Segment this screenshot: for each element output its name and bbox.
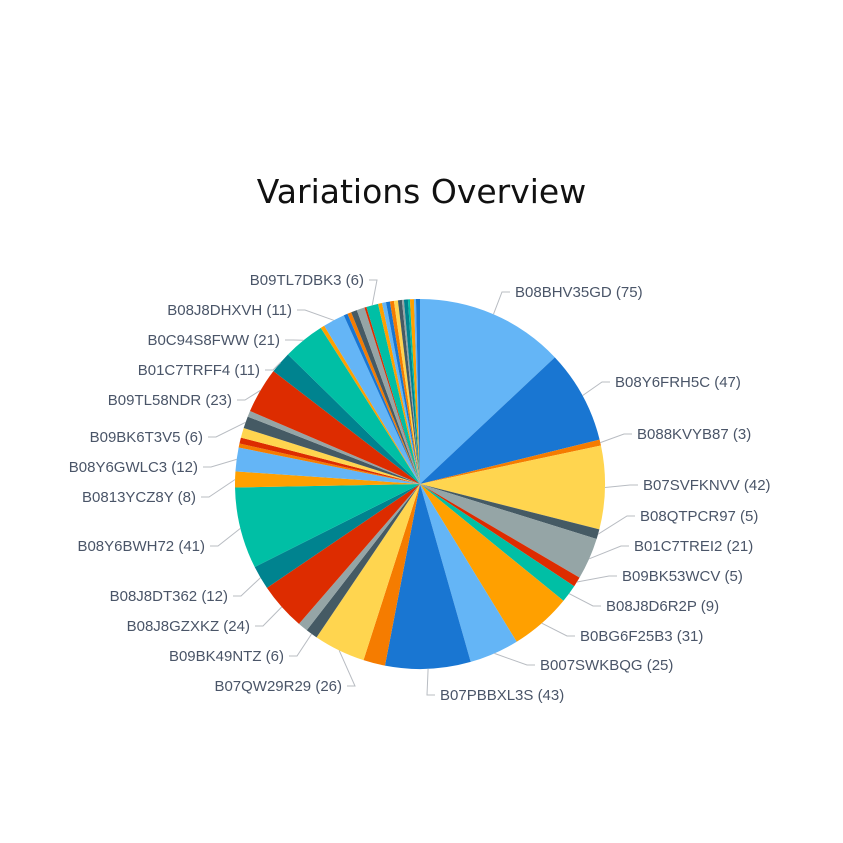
leader-line bbox=[201, 479, 236, 498]
leader-line bbox=[604, 484, 638, 488]
pie-slice[interactable] bbox=[420, 484, 600, 540]
pie-slice[interactable] bbox=[351, 310, 420, 484]
slice-label: B0C94S8FWW (21) bbox=[147, 332, 280, 349]
pie-slice[interactable] bbox=[415, 298, 420, 484]
slice-label: B09TL7DBK3 (6) bbox=[250, 272, 364, 289]
pie-slice[interactable] bbox=[403, 299, 420, 484]
leader-line bbox=[493, 291, 510, 315]
slice-label: B0813YCZ8Y (8) bbox=[82, 489, 196, 506]
leader-line bbox=[597, 515, 635, 535]
pie-slice[interactable] bbox=[235, 447, 420, 484]
slice-label: B088KVYB87 (3) bbox=[637, 426, 751, 443]
pie-slice[interactable] bbox=[420, 484, 517, 662]
leader-line bbox=[494, 652, 535, 666]
pie-slice[interactable] bbox=[247, 411, 420, 484]
leader-line bbox=[576, 575, 617, 583]
pie-slice[interactable] bbox=[420, 484, 575, 601]
chart-title: Variations Overview bbox=[256, 172, 587, 211]
leader-line bbox=[582, 381, 610, 397]
pie-slice[interactable] bbox=[397, 299, 420, 484]
pie-slice[interactable] bbox=[235, 484, 420, 568]
leader-line bbox=[210, 528, 241, 547]
pie-slice[interactable] bbox=[382, 302, 420, 484]
pie-slice[interactable] bbox=[420, 484, 564, 642]
slice-label: B0BG6F25B3 (31) bbox=[580, 628, 703, 645]
pie-slice[interactable] bbox=[378, 302, 420, 484]
pie-slice[interactable] bbox=[364, 306, 420, 484]
slice-label: B08BHV35GD (75) bbox=[515, 284, 643, 301]
leader-line bbox=[568, 593, 601, 607]
pie-slice[interactable] bbox=[320, 325, 420, 484]
pie-slice[interactable] bbox=[250, 371, 420, 484]
pie-slice[interactable] bbox=[273, 354, 420, 484]
slice-label: B09BK49NTZ (6) bbox=[169, 648, 284, 665]
pie-slice[interactable] bbox=[306, 484, 420, 638]
pie-slice[interactable] bbox=[385, 301, 420, 484]
pie-slice[interactable] bbox=[234, 471, 420, 488]
pie-slice[interactable] bbox=[384, 484, 471, 669]
slice-label: B08J8DHXVH (11) bbox=[167, 302, 292, 319]
pie-slice[interactable] bbox=[420, 357, 600, 484]
pie-slice[interactable] bbox=[347, 312, 420, 484]
pie-slice[interactable] bbox=[324, 315, 420, 484]
leader-line bbox=[289, 633, 313, 657]
slice-label: B09TL58NDR (23) bbox=[108, 392, 232, 409]
slice-label: B08J8GZXKZ (24) bbox=[127, 618, 250, 635]
slice-label: B08QTPCR97 (5) bbox=[640, 508, 758, 525]
leader-line bbox=[208, 421, 246, 438]
slice-label: B08Y6GWLC3 (12) bbox=[69, 459, 198, 476]
pie-slice[interactable] bbox=[401, 299, 420, 484]
slice-label: B08J8D6R2P (9) bbox=[606, 598, 719, 615]
slice-label: B07PBBXL3S (43) bbox=[440, 687, 564, 704]
slice-label: B07SVFKNVV (42) bbox=[643, 477, 771, 494]
slice-label: B08Y6BWH72 (41) bbox=[77, 538, 205, 555]
slice-label: B007SWKBQG (25) bbox=[540, 657, 673, 674]
pie-slice[interactable] bbox=[420, 484, 597, 578]
pie-slice[interactable] bbox=[239, 437, 420, 484]
pie-slice[interactable] bbox=[298, 484, 420, 631]
leader-line bbox=[589, 545, 629, 560]
pie-slice[interactable] bbox=[287, 327, 420, 484]
slice-label: B08Y6FRH5C (47) bbox=[615, 374, 741, 391]
leader-line bbox=[369, 279, 378, 306]
slice-label: B09BK53WCV (5) bbox=[622, 568, 743, 585]
pie-slice[interactable] bbox=[343, 313, 420, 484]
slice-label: B07QW29R29 (26) bbox=[214, 678, 342, 695]
leader-line bbox=[233, 577, 261, 597]
slice-label: B01C7TRFF4 (11) bbox=[138, 362, 260, 379]
pie-slice[interactable] bbox=[420, 299, 555, 484]
pie-slice[interactable] bbox=[413, 299, 420, 484]
leader-line bbox=[265, 362, 281, 371]
leader-line bbox=[426, 668, 435, 696]
leader-line bbox=[297, 309, 334, 321]
pie-slice[interactable] bbox=[407, 299, 420, 484]
pie-slice[interactable] bbox=[240, 427, 420, 484]
slice-label: B01C7TREI2 (21) bbox=[634, 538, 753, 555]
pie-slice[interactable] bbox=[356, 307, 420, 484]
pie-slice[interactable] bbox=[393, 300, 420, 484]
pie-slice[interactable] bbox=[420, 445, 605, 530]
pie-slice[interactable] bbox=[389, 300, 420, 484]
leader-line bbox=[203, 458, 237, 468]
leader-line bbox=[237, 389, 261, 401]
pie-slice[interactable] bbox=[363, 484, 421, 666]
pie-slice[interactable] bbox=[238, 443, 420, 484]
pie-slice[interactable] bbox=[409, 299, 420, 484]
leader-line bbox=[541, 622, 575, 637]
leader-line bbox=[338, 650, 356, 687]
slice-label: B08J8DT362 (12) bbox=[110, 588, 228, 605]
pie-slice[interactable] bbox=[266, 484, 420, 624]
pie-slice[interactable] bbox=[254, 484, 420, 588]
pie-slice[interactable] bbox=[420, 439, 601, 484]
slice-label: B09BK6T3V5 (6) bbox=[90, 429, 203, 446]
pie-slice[interactable] bbox=[420, 484, 580, 587]
pie-slice[interactable] bbox=[366, 303, 420, 484]
leader-line bbox=[255, 606, 283, 627]
pie-slice[interactable] bbox=[243, 416, 420, 484]
leader-line bbox=[600, 433, 632, 444]
pie-slice[interactable] bbox=[316, 484, 420, 661]
